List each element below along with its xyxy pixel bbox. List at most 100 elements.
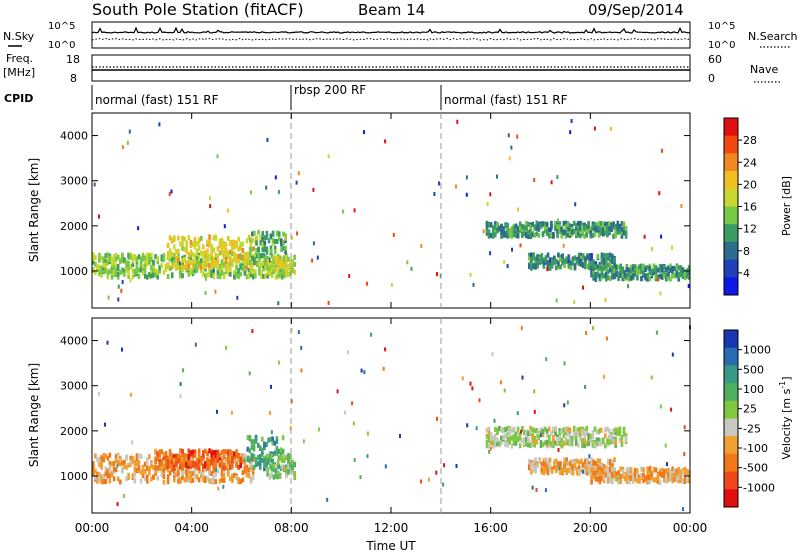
echo-cell <box>231 246 234 252</box>
echo-cell <box>461 376 464 381</box>
echo-cell <box>263 458 266 464</box>
echo-cell <box>533 389 536 394</box>
echo-cell <box>667 467 670 473</box>
echo-cell <box>580 255 583 261</box>
echo-cell <box>591 224 595 230</box>
echo-cell <box>384 139 387 144</box>
echo-cell <box>428 477 430 482</box>
echo-cell <box>243 264 247 270</box>
echo-cell <box>512 440 516 446</box>
echo-cell <box>595 437 599 443</box>
echo-cell <box>216 253 220 259</box>
echo-cell <box>525 441 528 447</box>
echo-cell <box>673 272 676 278</box>
echo-cell <box>271 230 275 236</box>
echo-cell <box>291 268 294 274</box>
echo-cell <box>289 259 292 265</box>
echo-cell <box>262 263 265 269</box>
echo-cell <box>520 429 523 434</box>
echo-cell <box>543 440 547 446</box>
echo-cell <box>143 461 147 467</box>
echo-cell <box>584 385 587 389</box>
echo-cell <box>212 450 215 456</box>
echo-cell <box>276 256 280 261</box>
echo-cell <box>216 457 220 463</box>
echo-cell <box>222 478 226 483</box>
echo-cell <box>571 258 575 264</box>
echo-cell <box>127 462 130 468</box>
echo-cell <box>216 154 219 159</box>
echo-cell <box>106 260 110 266</box>
echo-cell <box>266 266 269 272</box>
echo-cell <box>133 255 137 261</box>
echo-cell <box>390 283 393 287</box>
echo-cell <box>642 478 645 483</box>
echo-cell <box>267 437 270 443</box>
echo-cell <box>189 471 193 477</box>
echo-cell <box>212 256 215 262</box>
echo-cell <box>227 270 230 276</box>
echo-cell <box>584 469 587 475</box>
echo-cell <box>229 267 232 272</box>
echo-cell <box>122 145 124 150</box>
echo-cell <box>220 471 224 477</box>
echo-cell <box>100 255 103 261</box>
echo-cell <box>98 475 101 481</box>
echo-cell <box>613 470 616 476</box>
echo-cell <box>631 269 635 275</box>
echo-cell <box>487 232 491 238</box>
echo-cell <box>249 268 253 274</box>
echo-cell <box>202 452 205 458</box>
echo-cell <box>126 140 129 145</box>
echo-cell <box>587 441 590 446</box>
echo-cell <box>154 448 157 454</box>
echo-cell <box>123 463 126 469</box>
echo-cell <box>584 264 587 270</box>
echo-cell <box>195 252 199 258</box>
echo-cell <box>271 240 275 246</box>
echo-cell <box>110 471 114 477</box>
nave-tick-top: 60 <box>708 53 722 66</box>
echo-cell <box>108 461 112 466</box>
freq-tick-top: 18 <box>66 53 80 66</box>
echo-cell <box>575 223 578 228</box>
echo-cell <box>613 457 616 463</box>
echo-cell <box>217 486 220 491</box>
echo-cell <box>620 442 624 447</box>
echo-cell <box>276 238 279 244</box>
echo-cell <box>562 243 565 248</box>
echo-cell <box>166 264 170 270</box>
echo-cell <box>588 253 591 259</box>
echo-cell <box>170 237 174 243</box>
echo-cell <box>568 223 572 229</box>
echo-cell <box>208 242 211 248</box>
echo-cell <box>191 241 195 247</box>
echo-cell <box>500 233 503 239</box>
echo-cell <box>487 229 491 235</box>
echo-cell <box>466 423 469 428</box>
echo-cell <box>247 473 251 478</box>
echo-region <box>485 425 628 449</box>
echo-cell <box>544 457 548 463</box>
x-tick-label: 16:00 <box>473 521 508 535</box>
echo-cell <box>530 252 533 258</box>
echo-cell <box>519 243 522 248</box>
echo-cell <box>552 437 555 443</box>
echo-cell <box>237 457 240 463</box>
echo-cell <box>216 269 220 275</box>
echo-cell <box>531 442 534 447</box>
echo-cell <box>175 255 178 261</box>
echo-cell <box>183 469 186 475</box>
echo-cell <box>220 242 224 248</box>
echo-cell <box>561 260 564 266</box>
echo-cell <box>594 476 598 482</box>
echo-cell <box>189 254 193 260</box>
echo-cell <box>108 478 112 484</box>
echo-cell <box>359 475 362 480</box>
echo-cell <box>500 427 503 433</box>
echo-cell <box>187 263 191 269</box>
echo-cell <box>521 228 524 234</box>
echo-cell <box>194 239 197 243</box>
echo-cell <box>185 468 188 473</box>
